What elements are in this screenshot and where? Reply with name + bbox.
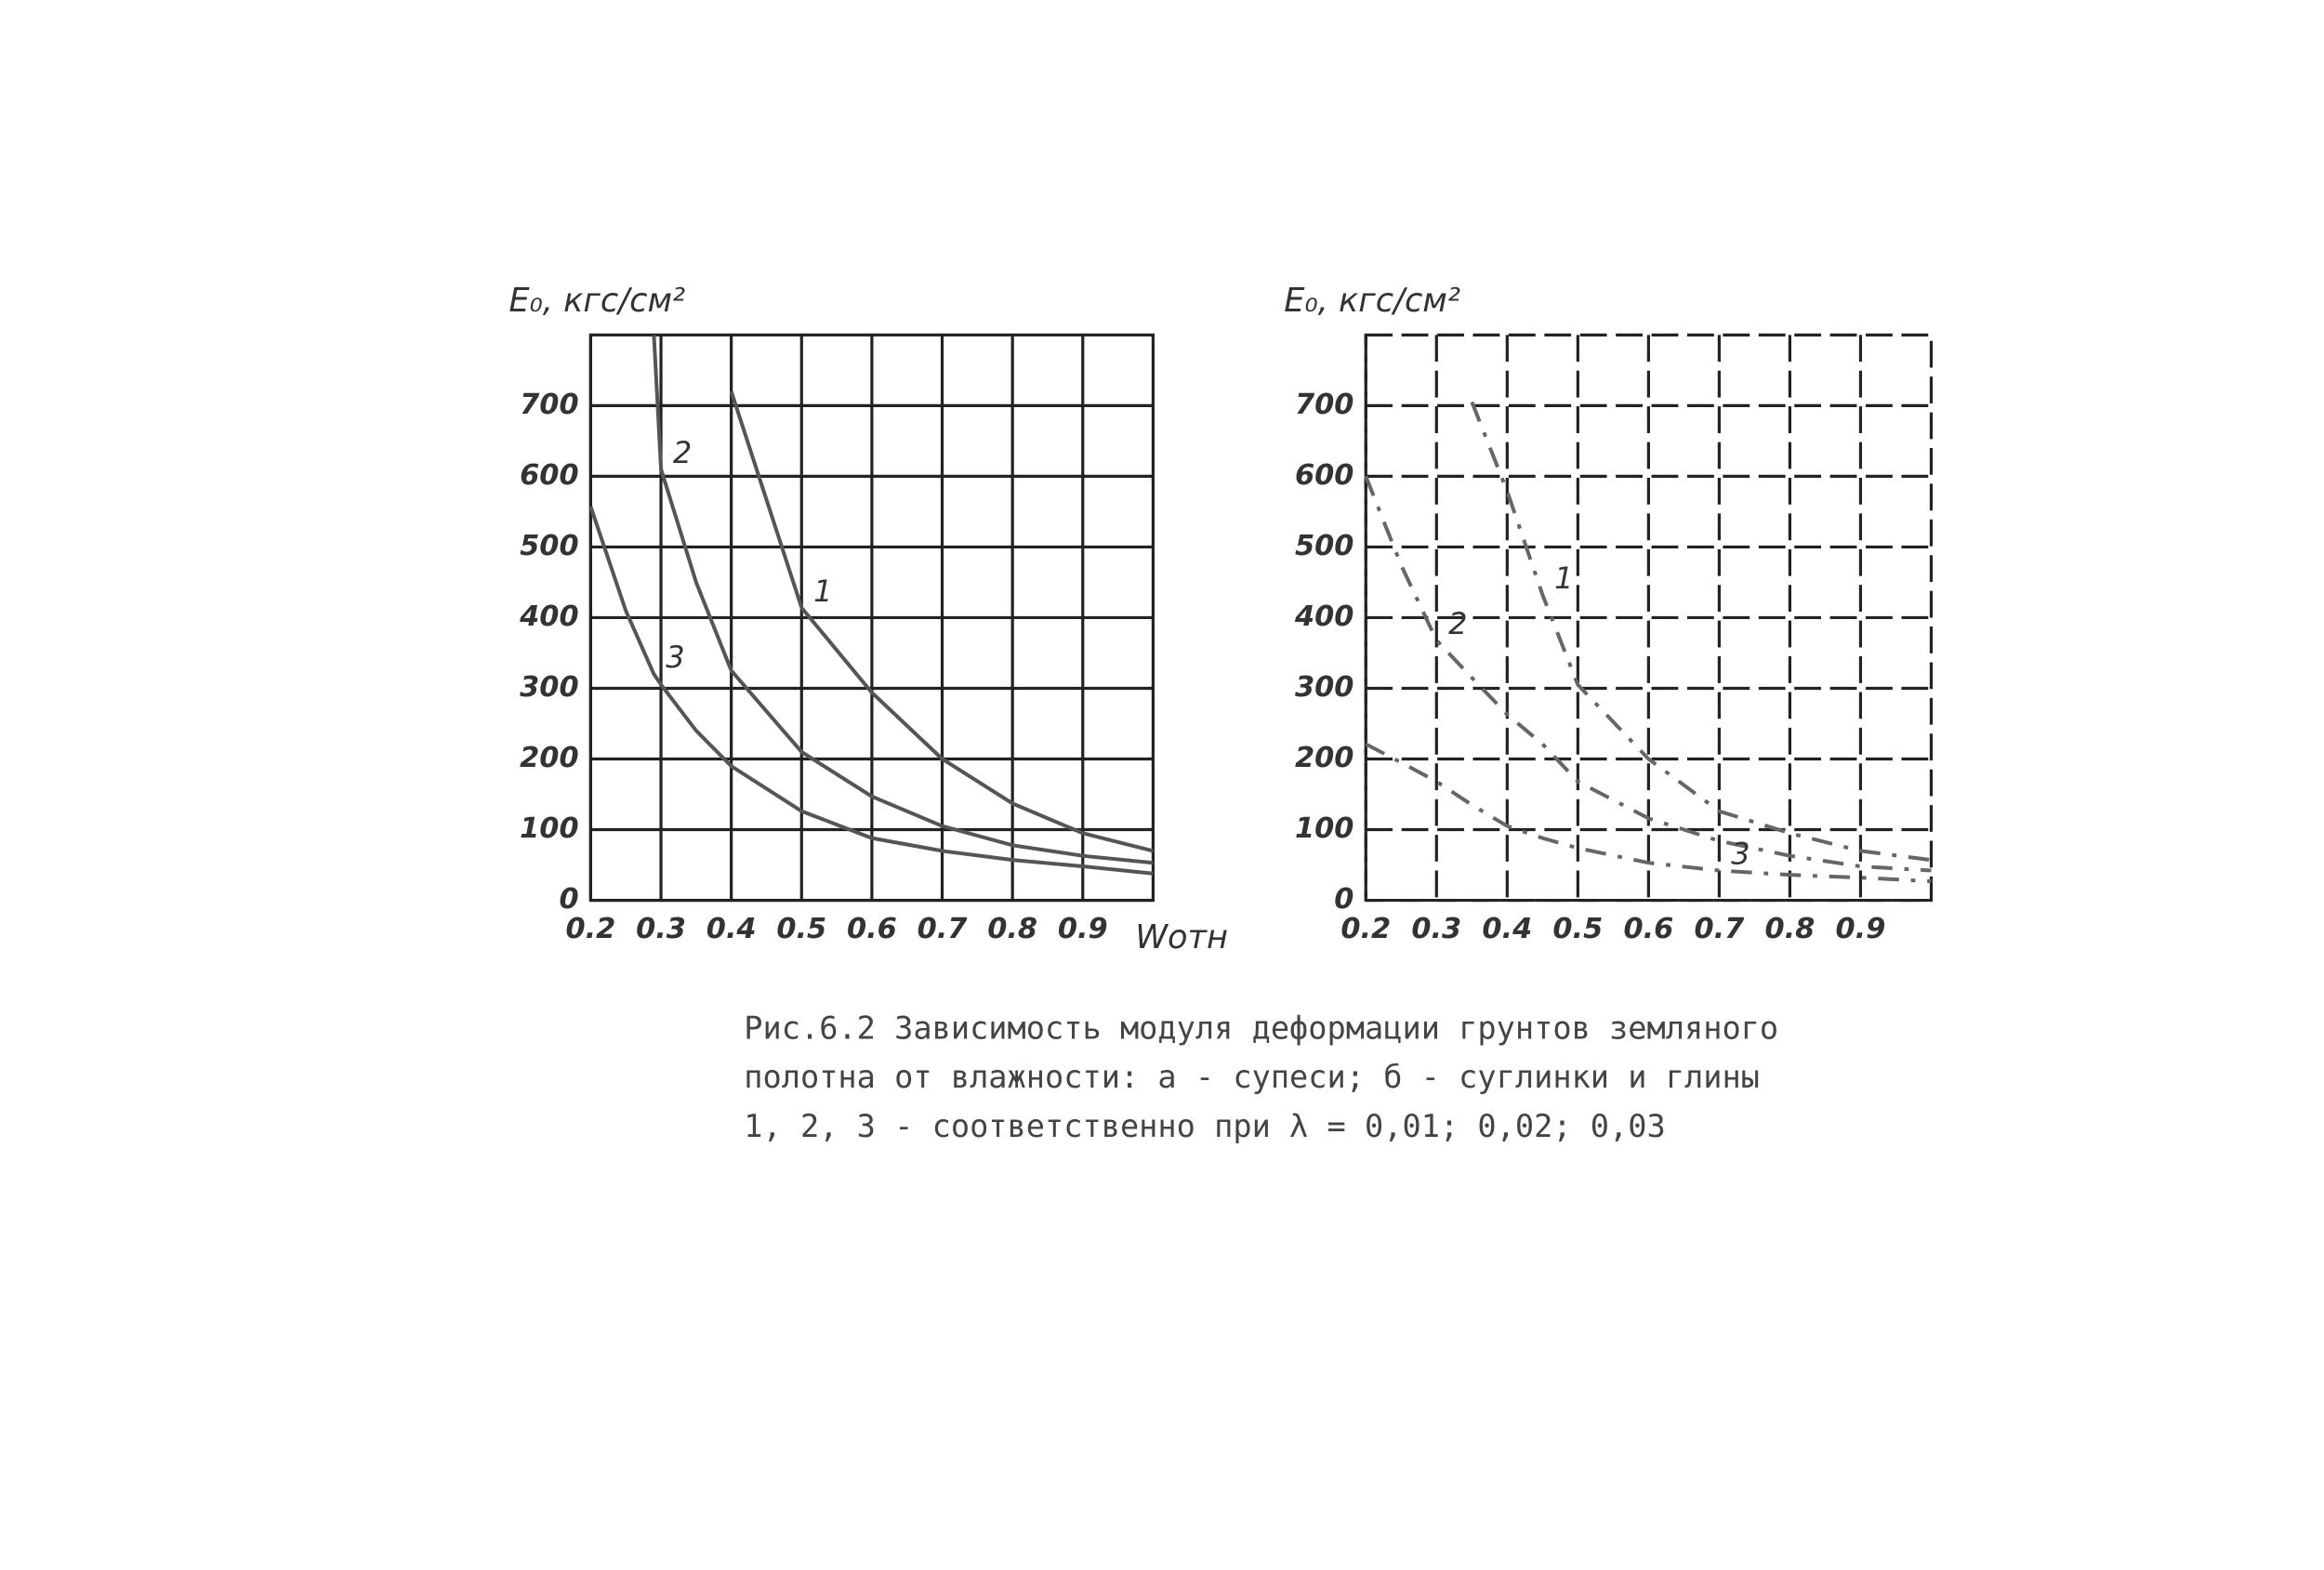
curve-label: 3 <box>666 640 684 675</box>
x-tick-label: 0.8 <box>987 913 1037 945</box>
curve <box>1470 401 1932 863</box>
y-tick-label: 0 <box>1334 883 1353 916</box>
x-tick-label: 0.2 <box>565 913 615 945</box>
curve <box>1364 475 1932 873</box>
y-tick-label: 400 <box>1294 600 1353 633</box>
x-tick-label: 0.8 <box>1764 913 1815 945</box>
curve-label: 1 <box>1554 561 1573 596</box>
curve <box>652 335 1154 865</box>
caption-line: Рис.6.2 Зависимость модуля деформации гр… <box>744 1009 1778 1046</box>
x-tick-label: 0.7 <box>1694 913 1745 945</box>
y-axis-title: E₀, кгс/см² <box>1284 282 1460 320</box>
y-tick-label: 700 <box>1295 389 1353 421</box>
y-tick-label: 300 <box>520 671 578 704</box>
caption-line: 1, 2, 3 - соответственно при λ = 0,01; 0… <box>744 1108 1666 1144</box>
x-tick-label: 0.5 <box>1552 913 1603 945</box>
y-tick-label: 500 <box>1295 530 1353 562</box>
x-tick-label: 0.3 <box>636 913 686 945</box>
x-tick-label: 0.6 <box>847 913 897 945</box>
curve-label: 1 <box>813 574 832 609</box>
curve-label: 2 <box>673 435 692 470</box>
caption-line: полотна от влажности: а - супеси; б - су… <box>744 1059 1760 1095</box>
y-tick-label: 0 <box>559 883 578 916</box>
x-tick-label: 0.5 <box>776 913 826 945</box>
curve-label: 2 <box>1448 606 1467 641</box>
y-tick-label: 300 <box>1295 671 1353 704</box>
x-axis-title: Wотн <box>1135 918 1228 957</box>
y-tick-label: 100 <box>1295 812 1353 845</box>
y-axis-title: E₀, кгс/см² <box>508 282 685 320</box>
y-tick-label: 200 <box>1295 742 1353 774</box>
x-tick-label: 0.6 <box>1623 913 1673 945</box>
y-tick-label: 400 <box>519 600 578 633</box>
x-tick-label: 0.3 <box>1411 913 1461 945</box>
x-tick-label: 0.7 <box>918 913 969 945</box>
x-tick-label: 0.9 <box>1058 913 1108 945</box>
curve <box>588 506 1154 876</box>
x-tick-label: 0.2 <box>1340 913 1391 945</box>
y-tick-label: 200 <box>520 742 578 774</box>
x-tick-label: 0.4 <box>706 913 757 945</box>
x-tick-label: 0.9 <box>1836 913 1886 945</box>
curve-label: 3 <box>1731 837 1750 872</box>
y-tick-label: 600 <box>1295 459 1353 492</box>
x-tick-label: 0.4 <box>1482 913 1532 945</box>
y-tick-label: 600 <box>520 459 578 492</box>
curve <box>729 390 1154 853</box>
y-tick-label: 700 <box>520 389 578 421</box>
y-tick-label: 500 <box>520 530 578 562</box>
y-tick-label: 100 <box>520 812 578 845</box>
